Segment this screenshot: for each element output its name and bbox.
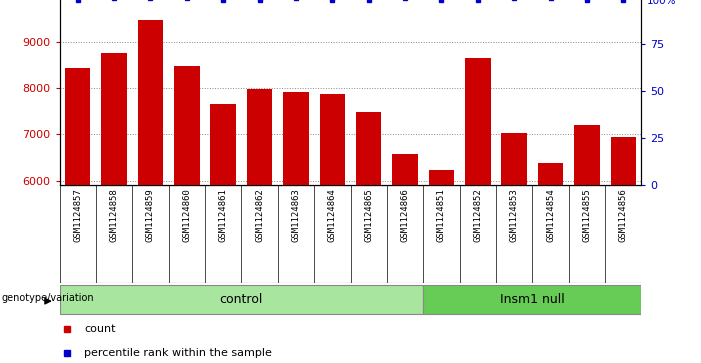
Bar <box>538 163 563 185</box>
Text: GSM1124852: GSM1124852 <box>473 188 482 242</box>
Bar <box>174 66 200 185</box>
Bar <box>138 20 163 185</box>
Text: control: control <box>219 293 263 306</box>
Bar <box>429 170 454 185</box>
Text: GSM1124865: GSM1124865 <box>365 188 373 242</box>
Text: 100%: 100% <box>647 0 676 7</box>
Bar <box>247 89 272 185</box>
Bar <box>60 285 423 314</box>
Text: genotype/variation: genotype/variation <box>1 293 94 303</box>
Bar <box>210 104 236 185</box>
Text: GSM1124851: GSM1124851 <box>437 188 446 242</box>
Text: GSM1124864: GSM1124864 <box>328 188 336 242</box>
Bar <box>574 125 599 185</box>
Text: GSM1124856: GSM1124856 <box>619 188 627 242</box>
Bar <box>320 94 345 185</box>
Bar <box>102 53 127 185</box>
Bar <box>393 154 418 185</box>
Text: GSM1124858: GSM1124858 <box>109 188 118 242</box>
Bar <box>465 58 491 185</box>
Bar <box>356 113 381 185</box>
Bar <box>611 137 636 185</box>
Bar <box>283 92 308 185</box>
Text: GSM1124861: GSM1124861 <box>219 188 228 242</box>
Text: GSM1124862: GSM1124862 <box>255 188 264 242</box>
Text: GSM1124866: GSM1124866 <box>400 188 409 242</box>
Bar <box>65 68 90 185</box>
Text: GSM1124854: GSM1124854 <box>546 188 555 242</box>
Text: GSM1124859: GSM1124859 <box>146 188 155 242</box>
Text: Insm1 null: Insm1 null <box>500 293 565 306</box>
Text: count: count <box>84 324 116 334</box>
Text: GSM1124857: GSM1124857 <box>74 188 82 242</box>
Text: GSM1124860: GSM1124860 <box>182 188 191 242</box>
Bar <box>423 285 641 314</box>
Text: GSM1124855: GSM1124855 <box>583 188 592 242</box>
Text: GSM1124863: GSM1124863 <box>292 188 301 242</box>
Bar <box>501 133 527 185</box>
Text: percentile rank within the sample: percentile rank within the sample <box>84 348 272 358</box>
Text: GSM1124853: GSM1124853 <box>510 188 519 242</box>
